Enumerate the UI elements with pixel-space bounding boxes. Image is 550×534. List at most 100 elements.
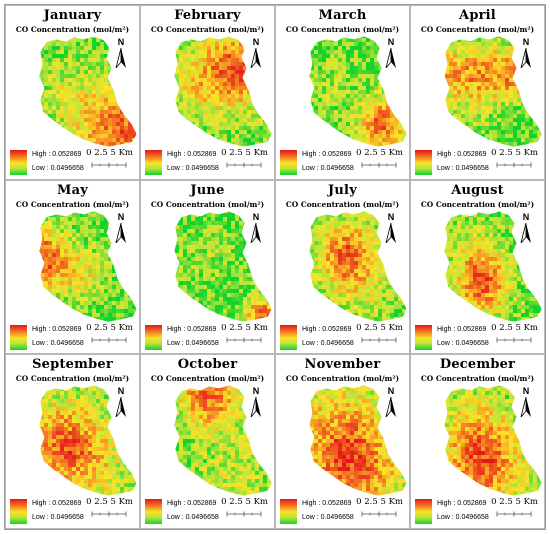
raster-cell	[132, 272, 137, 278]
raster-cell	[370, 236, 375, 242]
raster-cell	[449, 62, 454, 67]
raster-cell	[175, 98, 180, 103]
raster-cell	[330, 90, 335, 95]
raster-cell	[469, 94, 474, 99]
raster-cell	[223, 126, 228, 131]
region-outline	[308, 35, 408, 148]
raster-cell	[64, 98, 69, 103]
raster-cell	[481, 78, 486, 83]
raster-cell	[44, 210, 49, 214]
raster-cell	[366, 94, 371, 99]
raster-cell	[247, 276, 252, 282]
raster-cell	[120, 244, 125, 250]
raster-cell	[509, 62, 514, 67]
raster-cell	[132, 98, 137, 103]
raster-cell	[263, 86, 268, 91]
raster-cell	[195, 134, 200, 139]
raster-cell	[52, 86, 57, 91]
raster-cell	[219, 232, 224, 238]
raster-cell	[179, 86, 184, 91]
raster-cell	[124, 280, 129, 286]
raster-cell	[239, 138, 244, 143]
raster-cell	[243, 292, 248, 298]
raster-cell	[457, 102, 462, 107]
raster-cell	[314, 82, 319, 87]
raster-cell	[227, 220, 232, 226]
raster-cell	[469, 66, 474, 71]
raster-cell	[402, 86, 407, 91]
raster-cell	[96, 118, 101, 123]
raster-cell	[175, 94, 180, 99]
raster-cell	[223, 308, 228, 314]
raster-cell	[398, 70, 403, 75]
legend: High : 0.052869 Low : 0.0496658	[145, 323, 274, 353]
raster-cell	[104, 284, 109, 290]
raster-cell	[215, 94, 220, 99]
raster-cell	[465, 98, 470, 103]
raster-cell	[191, 292, 196, 298]
raster-cell	[100, 220, 105, 226]
raster-cell	[44, 244, 49, 250]
north-arrow-icon	[520, 48, 531, 68]
raster-cell	[207, 98, 212, 103]
raster-cell	[243, 66, 248, 71]
raster-cell	[354, 86, 359, 91]
raster-cell	[68, 272, 73, 278]
raster-cell	[40, 126, 45, 131]
raster-cell	[128, 126, 133, 131]
raster-cell	[314, 62, 319, 67]
raster-cell	[128, 78, 133, 83]
raster-cell	[444, 102, 446, 107]
raster-cell	[370, 90, 375, 95]
raster-cell	[235, 284, 240, 290]
north-arrow: N	[382, 38, 400, 68]
raster-cell	[398, 134, 403, 139]
scale-label: 0 2.5 5 Km	[356, 148, 403, 158]
raster-cell	[223, 90, 228, 95]
raster-cell	[537, 36, 542, 39]
raster-cell	[203, 232, 208, 238]
raster-cell	[68, 126, 73, 131]
raster-cell	[338, 46, 343, 51]
raster-cell	[112, 90, 117, 95]
raster-cell	[84, 244, 89, 250]
raster-cell	[64, 134, 69, 139]
raster-cell	[386, 94, 391, 99]
raster-cell	[477, 38, 482, 43]
raster-cell	[513, 82, 518, 87]
raster-cell	[318, 138, 323, 143]
raster-cell	[174, 300, 176, 306]
raster-cell	[124, 296, 129, 302]
raster-cell	[48, 256, 53, 262]
raster-cell	[350, 82, 355, 87]
north-label: N	[117, 211, 125, 222]
raster-cell	[390, 94, 395, 99]
raster-cell	[330, 130, 335, 135]
raster-cell	[64, 114, 69, 119]
raster-cell	[444, 130, 446, 135]
raster-cell	[394, 78, 399, 83]
raster-cell	[124, 86, 129, 91]
raster-cell	[76, 98, 81, 103]
raster-cell	[96, 98, 101, 103]
raster-cell	[183, 62, 188, 67]
raster-cell	[334, 224, 339, 230]
raster-cell	[207, 252, 212, 258]
raster-cell	[60, 210, 65, 214]
raster-cell	[362, 98, 367, 103]
raster-cell	[521, 138, 526, 143]
raster-cell	[374, 256, 379, 262]
raster-cell	[100, 90, 105, 95]
raster-cell	[309, 138, 311, 143]
raster-cell	[318, 58, 323, 63]
raster-cell	[56, 36, 61, 39]
raster-cell	[457, 78, 462, 83]
raster-cell	[44, 134, 49, 139]
raster-cell	[267, 272, 272, 278]
raster-cell	[100, 70, 105, 75]
raster-cell	[187, 66, 192, 71]
raster-cell	[358, 260, 363, 266]
raster-cell	[461, 74, 466, 79]
raster-cell	[179, 228, 184, 234]
raster-cell	[88, 300, 93, 306]
